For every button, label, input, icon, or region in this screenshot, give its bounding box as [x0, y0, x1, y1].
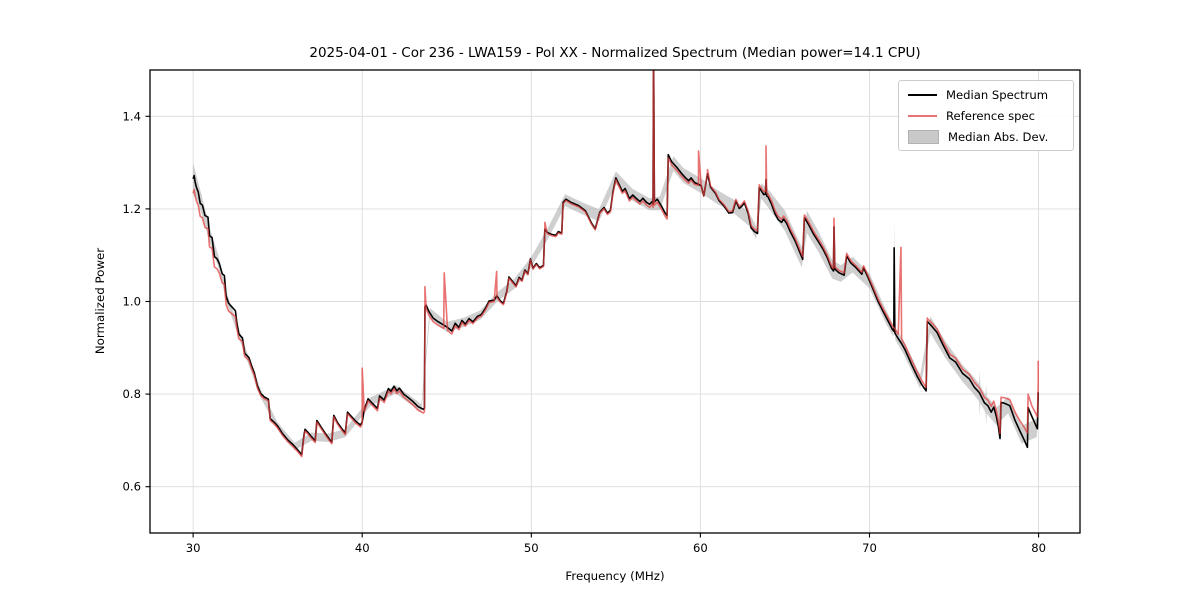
red-line-swatch [908, 114, 937, 117]
gray-patch-swatch [908, 129, 939, 144]
x-tick-label: 30 [186, 541, 201, 555]
legend-item-reference-spec: Reference spec [908, 107, 1063, 124]
axes-layer: 30 40 50 60 70 80 0.6 0.8 1.0 1.2 1.4 [123, 69, 1081, 555]
y-tick-label: 0.6 [123, 480, 141, 494]
y-tick-label: 1.0 [123, 295, 141, 309]
x-tick-label: 70 [862, 541, 877, 555]
plot-data-layer [192, 70, 1040, 458]
legend: Median Spectrum Reference spec Median Ab… [898, 80, 1074, 151]
x-tick-label: 60 [693, 541, 708, 555]
legend-label: Median Abs. Dev. [948, 129, 1049, 144]
y-tick-label: 1.2 [123, 202, 141, 216]
x-tick-label: 80 [1031, 541, 1046, 555]
x-tick-label: 50 [524, 541, 539, 555]
legend-label: Median Spectrum [946, 87, 1049, 102]
legend-label: Reference spec [946, 108, 1035, 123]
y-axis-label: Normalized Power [93, 248, 107, 354]
y-tick-label: 1.4 [123, 109, 141, 123]
black-line-swatch [908, 93, 937, 96]
x-tick-label: 40 [355, 541, 370, 555]
chart-title: 2025-04-01 - Cor 236 - LWA159 - Pol XX -… [309, 45, 920, 61]
legend-item-median-spectrum: Median Spectrum [908, 86, 1063, 103]
legend-item-median-abs-dev: Median Abs. Dev. [908, 128, 1063, 145]
grid-lines [150, 70, 1080, 533]
y-tick-label: 0.8 [123, 387, 141, 401]
x-axis-label: Frequency (MHz) [565, 569, 664, 583]
